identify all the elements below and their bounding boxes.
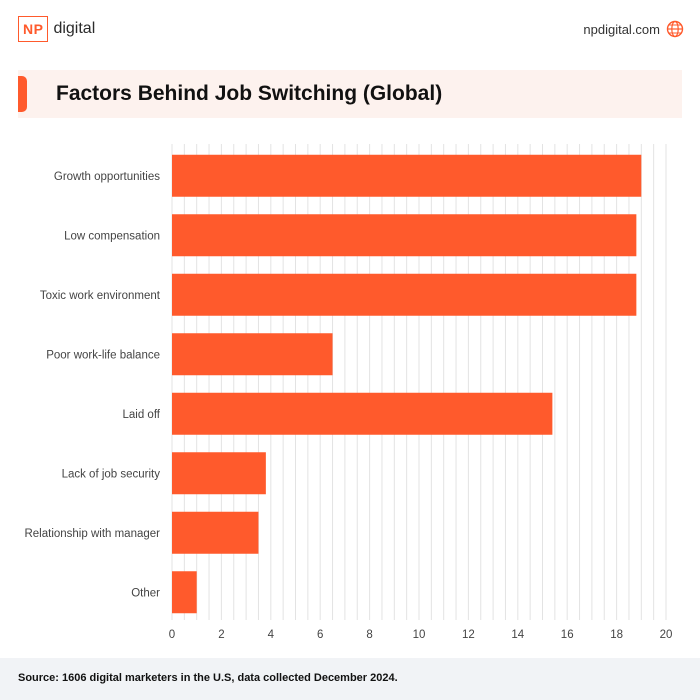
x-tick-label: 16 bbox=[561, 629, 574, 641]
site-link[interactable]: npdigital.com bbox=[583, 20, 684, 38]
x-tick-label: 18 bbox=[610, 629, 623, 641]
category-label: Lack of job security bbox=[62, 468, 161, 480]
x-tick-label: 0 bbox=[169, 629, 175, 641]
category-label: Growth opportunities bbox=[54, 171, 160, 183]
bar bbox=[172, 333, 333, 376]
x-tick-label: 4 bbox=[268, 629, 275, 641]
x-tick-label: 8 bbox=[366, 629, 372, 641]
x-tick-label: 2 bbox=[218, 629, 224, 641]
title-accent bbox=[18, 76, 27, 112]
bar bbox=[172, 511, 259, 554]
bar bbox=[172, 452, 266, 495]
x-tick-label: 6 bbox=[317, 629, 323, 641]
x-tick-label: 14 bbox=[511, 629, 524, 641]
bar bbox=[172, 392, 553, 435]
category-label: Poor work-life balance bbox=[46, 349, 160, 361]
category-label: Toxic work environment bbox=[40, 290, 161, 302]
chart-title: Factors Behind Job Switching (Global) bbox=[56, 82, 443, 105]
bar bbox=[172, 273, 637, 316]
x-tick-label: 12 bbox=[462, 629, 475, 641]
title-bar: Factors Behind Job Switching (Global) bbox=[18, 70, 682, 118]
category-label: Laid off bbox=[122, 409, 160, 421]
footer: Source: 1606 digital marketers in the U.… bbox=[0, 658, 700, 700]
globe-icon bbox=[666, 20, 684, 38]
category-label: Other bbox=[131, 587, 160, 599]
x-tick-label: 10 bbox=[413, 629, 426, 641]
logo: NP digital bbox=[18, 16, 95, 42]
bar-chart: Growth opportunities Low compensation Toxi… bbox=[24, 144, 673, 641]
logo-word: digital bbox=[53, 20, 96, 37]
bar bbox=[172, 571, 197, 614]
category-label: Relationship with manager bbox=[24, 528, 160, 540]
logo-mark: NP bbox=[18, 16, 49, 42]
x-tick-label: 20 bbox=[660, 629, 673, 641]
category-label: Low compensation bbox=[64, 230, 160, 242]
bar bbox=[172, 214, 637, 257]
site-url[interactable]: npdigital.com bbox=[583, 21, 660, 37]
source-note: Source: 1606 digital marketers in the U.… bbox=[18, 672, 398, 684]
bar bbox=[172, 154, 642, 197]
